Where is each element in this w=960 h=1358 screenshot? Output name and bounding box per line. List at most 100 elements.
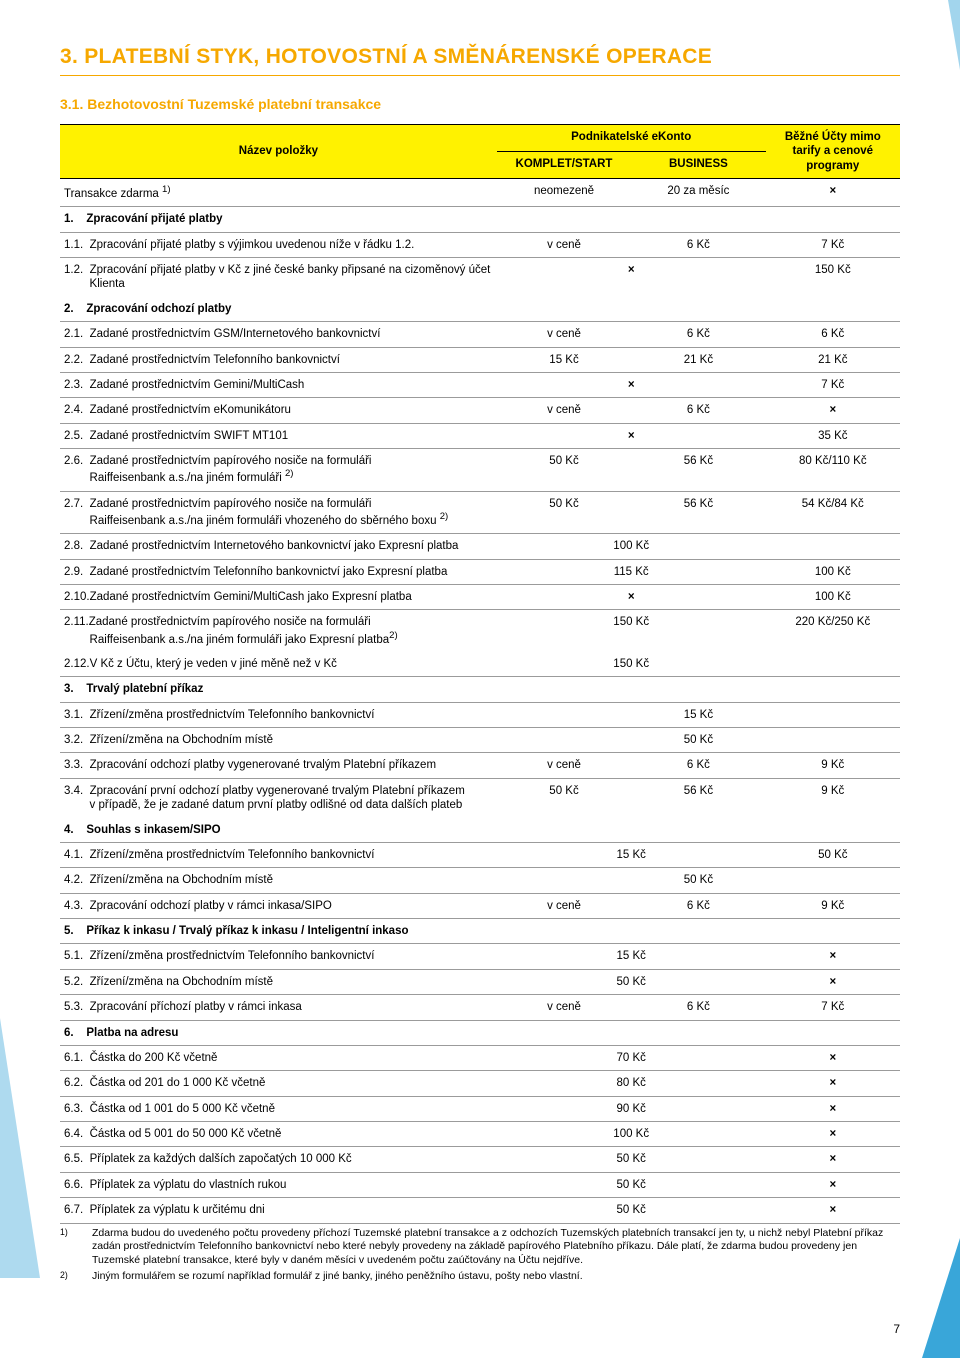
row-value-merged2: 150 Kč — [497, 610, 766, 652]
row-value-c4: 54 Kč/84 Kč — [766, 491, 900, 534]
row-name: 2.6. Zadané prostřednictvím papírového n… — [60, 449, 497, 492]
footnote-text: Jiným formulářem se rozumí například for… — [92, 1270, 583, 1287]
section-title: 3. PLATEBNÍ STYK, HOTOVOSTNÍ A SMĚNÁRENS… — [60, 45, 900, 76]
page: 3. PLATEBNÍ STYK, HOTOVOSTNÍ A SMĚNÁRENS… — [0, 0, 960, 1358]
row-value-c4: 100 Kč — [766, 584, 900, 609]
section-row: 2. Zpracování odchozí platby — [60, 297, 900, 322]
row-value-c3: 21 Kč — [631, 347, 765, 372]
table-row: 2.7. Zadané prostřednictvím papírového n… — [60, 491, 900, 534]
footnote-mark: 2) — [60, 1270, 92, 1287]
decor-bottom-left — [0, 1018, 40, 1278]
table-row: 5.3. Zpracování příchozí platby v rámci … — [60, 995, 900, 1020]
row-value-c4: × — [766, 179, 900, 207]
price-table: Název položky Podnikatelské eKonto Běžné… — [60, 124, 900, 1224]
table-row: 2.9. Zadané prostřednictvím Telefonního … — [60, 559, 900, 584]
row-value-merged2: 15 Kč — [497, 842, 766, 867]
row-value-c4 — [766, 652, 900, 677]
row-value-merged2: × — [497, 258, 766, 297]
table-row: 2.11.Zadané prostřednictvím papírového n… — [60, 610, 900, 652]
row-value-c4: × — [766, 398, 900, 423]
row-value-c4: 6 Kč — [766, 322, 900, 347]
header-col4-line2: tarify a cenové — [793, 145, 874, 157]
row-value-c4: × — [766, 944, 900, 969]
row-value-merged2: 115 Kč — [497, 559, 766, 584]
header-col2: KOMPLET/START — [497, 152, 631, 179]
row-value-merged2: 15 Kč — [497, 944, 766, 969]
table-row: 3.1. Zřízení/změna prostřednictvím Telef… — [60, 702, 900, 727]
footnote: 1)Zdarma budou do uvedeného počtu proved… — [60, 1227, 900, 1268]
row-name: 2.5. Zadané prostřednictvím SWIFT MT101 — [60, 423, 497, 448]
section-row: 1. Zpracování přijaté platby — [60, 207, 900, 232]
header-col4: Běžné Účty mimo tarify a cenové programy — [766, 125, 900, 179]
table-body: Transakce zdarma 1)neomezeně20 za měsíc×… — [60, 179, 900, 1223]
row-value-merged2: × — [497, 372, 766, 397]
table-row: 2.6. Zadané prostřednictvím papírového n… — [60, 449, 900, 492]
row-value-c4: 9 Kč — [766, 778, 900, 817]
section-label: 1. Zpracování přijaté platby — [60, 207, 900, 232]
row-value-c2: v ceně — [497, 995, 631, 1020]
table-row: 3.2. Zřízení/změna na Obchodním místě50 … — [60, 728, 900, 753]
footnote: 2)Jiným formulářem se rozumí například f… — [60, 1270, 900, 1287]
row-name: 4.1. Zřízení/změna prostřednictvím Telef… — [60, 842, 497, 867]
row-value-c2: 50 Kč — [497, 491, 631, 534]
row-value-c3: 6 Kč — [631, 322, 765, 347]
row-value-c2: v ceně — [497, 322, 631, 347]
table-row: 6.5. Příplatek za každých dalších započa… — [60, 1147, 900, 1172]
table-row: 3.3. Zpracování odchozí platby vygenerov… — [60, 753, 900, 778]
row-value-c2: v ceně — [497, 232, 631, 257]
row-value-c4: × — [766, 969, 900, 994]
row-value-c4: × — [766, 1147, 900, 1172]
row-value-c4: 50 Kč — [766, 842, 900, 867]
section-label: 5. Příkaz k inkasu / Trvalý příkaz k ink… — [60, 919, 900, 944]
row-name: 2.12.V Kč z Účtu, který je veden v jiné … — [60, 652, 497, 677]
section-label: 4. Souhlas s inkasem/SIPO — [60, 818, 900, 843]
section-row: 3. Trvalý platební příkaz — [60, 677, 900, 702]
row-name: 6.4. Částka od 5 001 do 50 000 Kč včetně — [60, 1122, 497, 1147]
row-name: 4.3. Zpracování odchozí platby v rámci i… — [60, 893, 497, 918]
row-name: 2.2. Zadané prostřednictvím Telefonního … — [60, 347, 497, 372]
table-row: 2.8. Zadané prostřednictvím Internetovéh… — [60, 534, 900, 559]
row-value-c4: 150 Kč — [766, 258, 900, 297]
table-row: 2.3. Zadané prostřednictvím Gemini/Multi… — [60, 372, 900, 397]
table-row: 1.1. Zpracování přijaté platby s výjimko… — [60, 232, 900, 257]
row-name: 4.2. Zřízení/změna na Obchodním místě — [60, 868, 497, 893]
row-name: 5.1. Zřízení/změna prostřednictvím Telef… — [60, 944, 497, 969]
row-name: 6.2. Částka od 201 do 1 000 Kč včetně — [60, 1071, 497, 1096]
footnote-mark: 1) — [60, 1227, 92, 1268]
row-value-c4: × — [766, 1172, 900, 1197]
row-name: 3.4. Zpracování první odchozí platby vyg… — [60, 778, 497, 817]
table-row: 2.1. Zadané prostřednictvím GSM/Internet… — [60, 322, 900, 347]
row-value-c3: 6 Kč — [631, 753, 765, 778]
row-value-c4: × — [766, 1096, 900, 1121]
row-value-c4: 9 Kč — [766, 893, 900, 918]
row-name: 6.3. Částka od 1 001 do 5 000 Kč včetně — [60, 1096, 497, 1121]
row-name: 2.3. Zadané prostřednictvím Gemini/Multi… — [60, 372, 497, 397]
table-row: 4.2. Zřízení/změna na Obchodním místě50 … — [60, 868, 900, 893]
page-number: 7 — [893, 1322, 900, 1336]
table-row: 6.3. Částka od 1 001 do 5 000 Kč včetně9… — [60, 1096, 900, 1121]
table-row: 6.4. Částka od 5 001 do 50 000 Kč včetně… — [60, 1122, 900, 1147]
table-row: 2.5. Zadané prostřednictvím SWIFT MT101×… — [60, 423, 900, 448]
row-value-c3: 56 Kč — [631, 491, 765, 534]
table-row: 2.4. Zadané prostřednictvím eKomunikátor… — [60, 398, 900, 423]
row-name: 6.5. Příplatek za každých dalších započa… — [60, 1147, 497, 1172]
row-value-c2: 50 Kč — [497, 449, 631, 492]
row-name: 2.11.Zadané prostřednictvím papírového n… — [60, 610, 497, 652]
row-name: 6.7. Příplatek za výplatu k určitému dni — [60, 1198, 497, 1223]
table-row: 6.7. Příplatek za výplatu k určitému dni… — [60, 1198, 900, 1223]
header-group: Podnikatelské eKonto — [497, 125, 766, 152]
row-value-c4: 220 Kč/250 Kč — [766, 610, 900, 652]
footnotes: 1)Zdarma budou do uvedeného počtu proved… — [60, 1227, 900, 1288]
row-value-merged2: 80 Kč — [497, 1071, 766, 1096]
section-label: 2. Zpracování odchozí platby — [60, 297, 900, 322]
row-value-c3: 56 Kč — [631, 449, 765, 492]
table-row: 6.6. Příplatek za výplatu do vlastních r… — [60, 1172, 900, 1197]
row-value-c2: neomezeně — [497, 179, 631, 207]
table-row: 6.2. Částka od 201 do 1 000 Kč včetně80 … — [60, 1071, 900, 1096]
decor-bottom-right — [922, 1238, 960, 1358]
row-value-c3: 6 Kč — [631, 232, 765, 257]
table-row: 6.1. Částka do 200 Kč včetně70 Kč× — [60, 1045, 900, 1070]
row-value-merged2: × — [497, 584, 766, 609]
row-value-c4: 35 Kč — [766, 423, 900, 448]
row-value-c3: 6 Kč — [631, 893, 765, 918]
